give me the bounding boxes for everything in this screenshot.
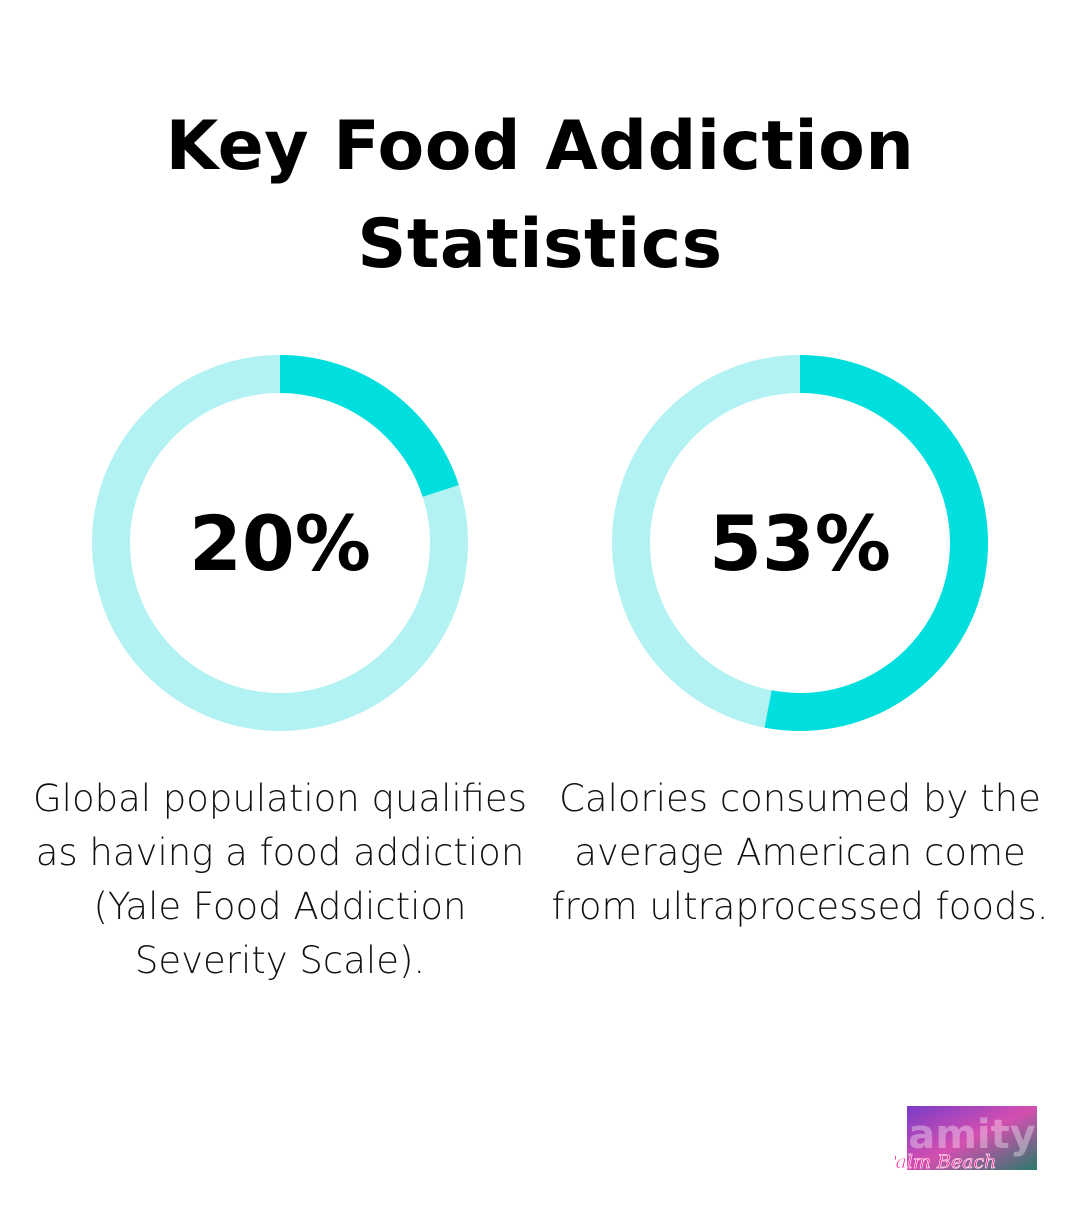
page-title: Key Food Addiction Statistics xyxy=(165,107,915,284)
donut-chart-2: 53% xyxy=(610,353,990,733)
donut-value-arc xyxy=(92,355,468,731)
donut-svg xyxy=(92,355,468,731)
stat-description-2: Calories consumed by the average America… xyxy=(551,777,1049,928)
donut-value-label: 53% xyxy=(709,498,891,588)
stat-description-1: Global population qualifies as having a … xyxy=(33,777,527,982)
donut-value-arc xyxy=(612,355,988,731)
svg-text:Palm Beach: Palm Beach xyxy=(895,1151,996,1173)
amity-palm-beach-logo: amity Palm Beach xyxy=(882,1102,1040,1176)
donut-chart-1: 20% xyxy=(90,353,470,733)
svg-text:amity: amity xyxy=(908,1112,1036,1158)
donut-svg xyxy=(612,355,988,731)
donut-value-label: 20% xyxy=(189,498,371,588)
